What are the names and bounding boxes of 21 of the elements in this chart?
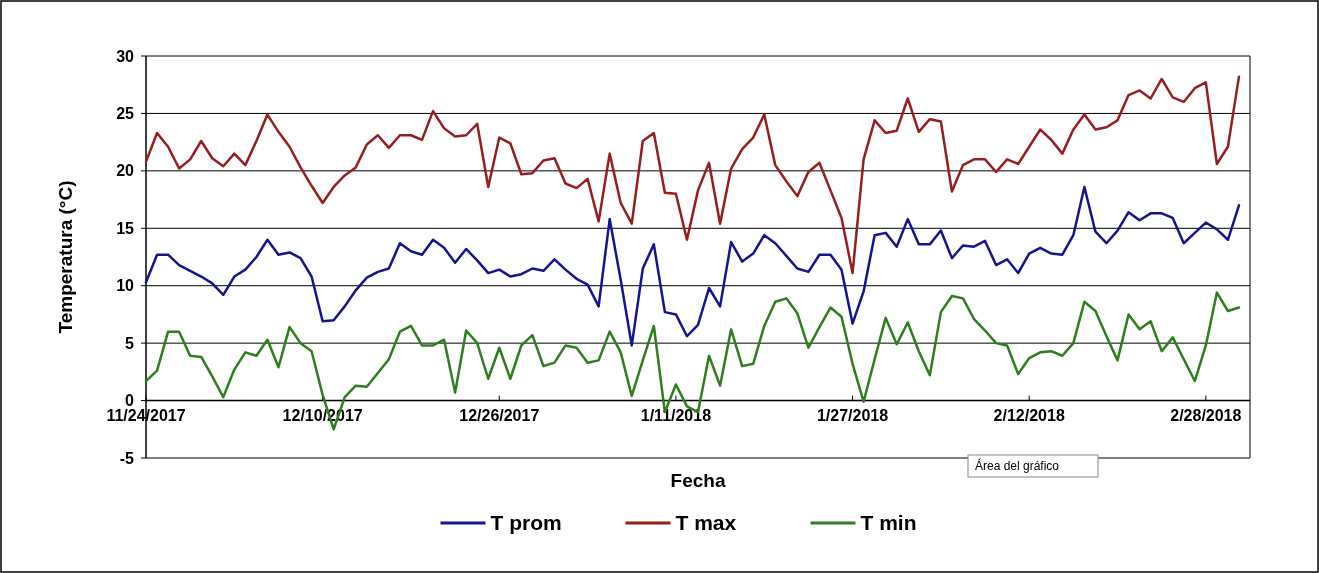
y-tick-label: 0 xyxy=(125,392,135,410)
y-tick-label: 10 xyxy=(116,277,135,295)
x-tick-label: 2/12/2018 xyxy=(993,406,1065,424)
y-tick-label: 20 xyxy=(116,162,135,180)
line-series xyxy=(144,75,1241,275)
y-tick-label: -5 xyxy=(119,449,135,467)
x-tick-label: 1/11/2018 xyxy=(640,406,712,424)
x-axis-title: Fecha xyxy=(670,470,726,491)
y-tick-label: 30 xyxy=(116,47,135,65)
x-tick-label: 2/28/2018 xyxy=(1170,406,1242,424)
text: Área del gráfico xyxy=(975,458,1060,474)
legend-label: T prom xyxy=(490,511,562,535)
x-tick-label: 1/27/2018 xyxy=(816,406,889,424)
y-tick-label: 5 xyxy=(125,334,135,352)
legend-label: T min xyxy=(860,511,917,535)
y-tick-label: 25 xyxy=(116,105,135,123)
y-tick-label: 15 xyxy=(116,219,135,237)
legend-label: T max xyxy=(675,511,737,535)
y-axis-title: Temperatura (°C) xyxy=(55,180,76,334)
line-series xyxy=(144,185,1241,347)
x-tick-label: 12/26/2017 xyxy=(459,406,540,424)
